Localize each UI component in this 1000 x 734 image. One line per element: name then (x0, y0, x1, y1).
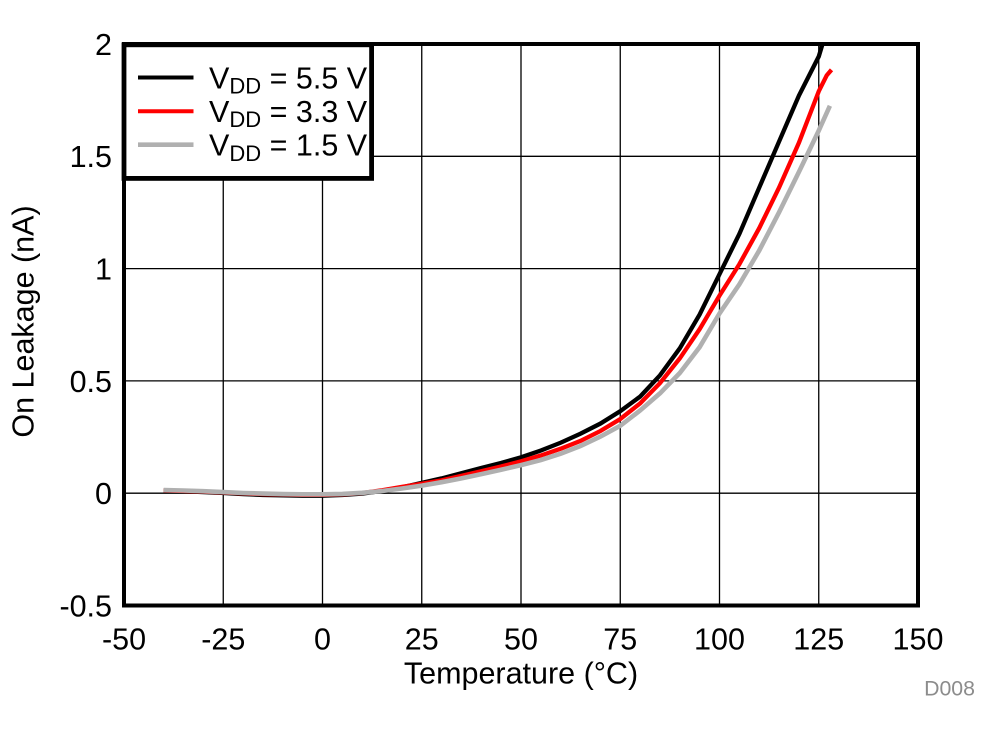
svg-text:1: 1 (95, 253, 112, 287)
svg-text:2: 2 (95, 28, 112, 62)
svg-text:On Leakage (nA): On Leakage (nA) (6, 205, 40, 437)
svg-text:1.5: 1.5 (70, 140, 112, 174)
svg-text:150: 150 (893, 623, 944, 657)
svg-text:D008: D008 (924, 676, 975, 700)
svg-text:-50: -50 (102, 623, 146, 657)
svg-text:-25: -25 (201, 623, 245, 657)
svg-text:Temperature (°C): Temperature (°C) (404, 657, 638, 691)
svg-text:75: 75 (603, 623, 637, 657)
svg-text:0: 0 (314, 623, 331, 657)
svg-text:25: 25 (405, 623, 439, 657)
svg-text:0: 0 (95, 477, 112, 511)
svg-text:0.5: 0.5 (70, 365, 112, 399)
svg-text:VDD = 3.3 V: VDD = 3.3 V (209, 95, 368, 132)
svg-text:100: 100 (694, 623, 745, 657)
svg-text:50: 50 (504, 623, 538, 657)
svg-text:125: 125 (793, 623, 844, 657)
svg-text:-0.5: -0.5 (59, 589, 112, 623)
